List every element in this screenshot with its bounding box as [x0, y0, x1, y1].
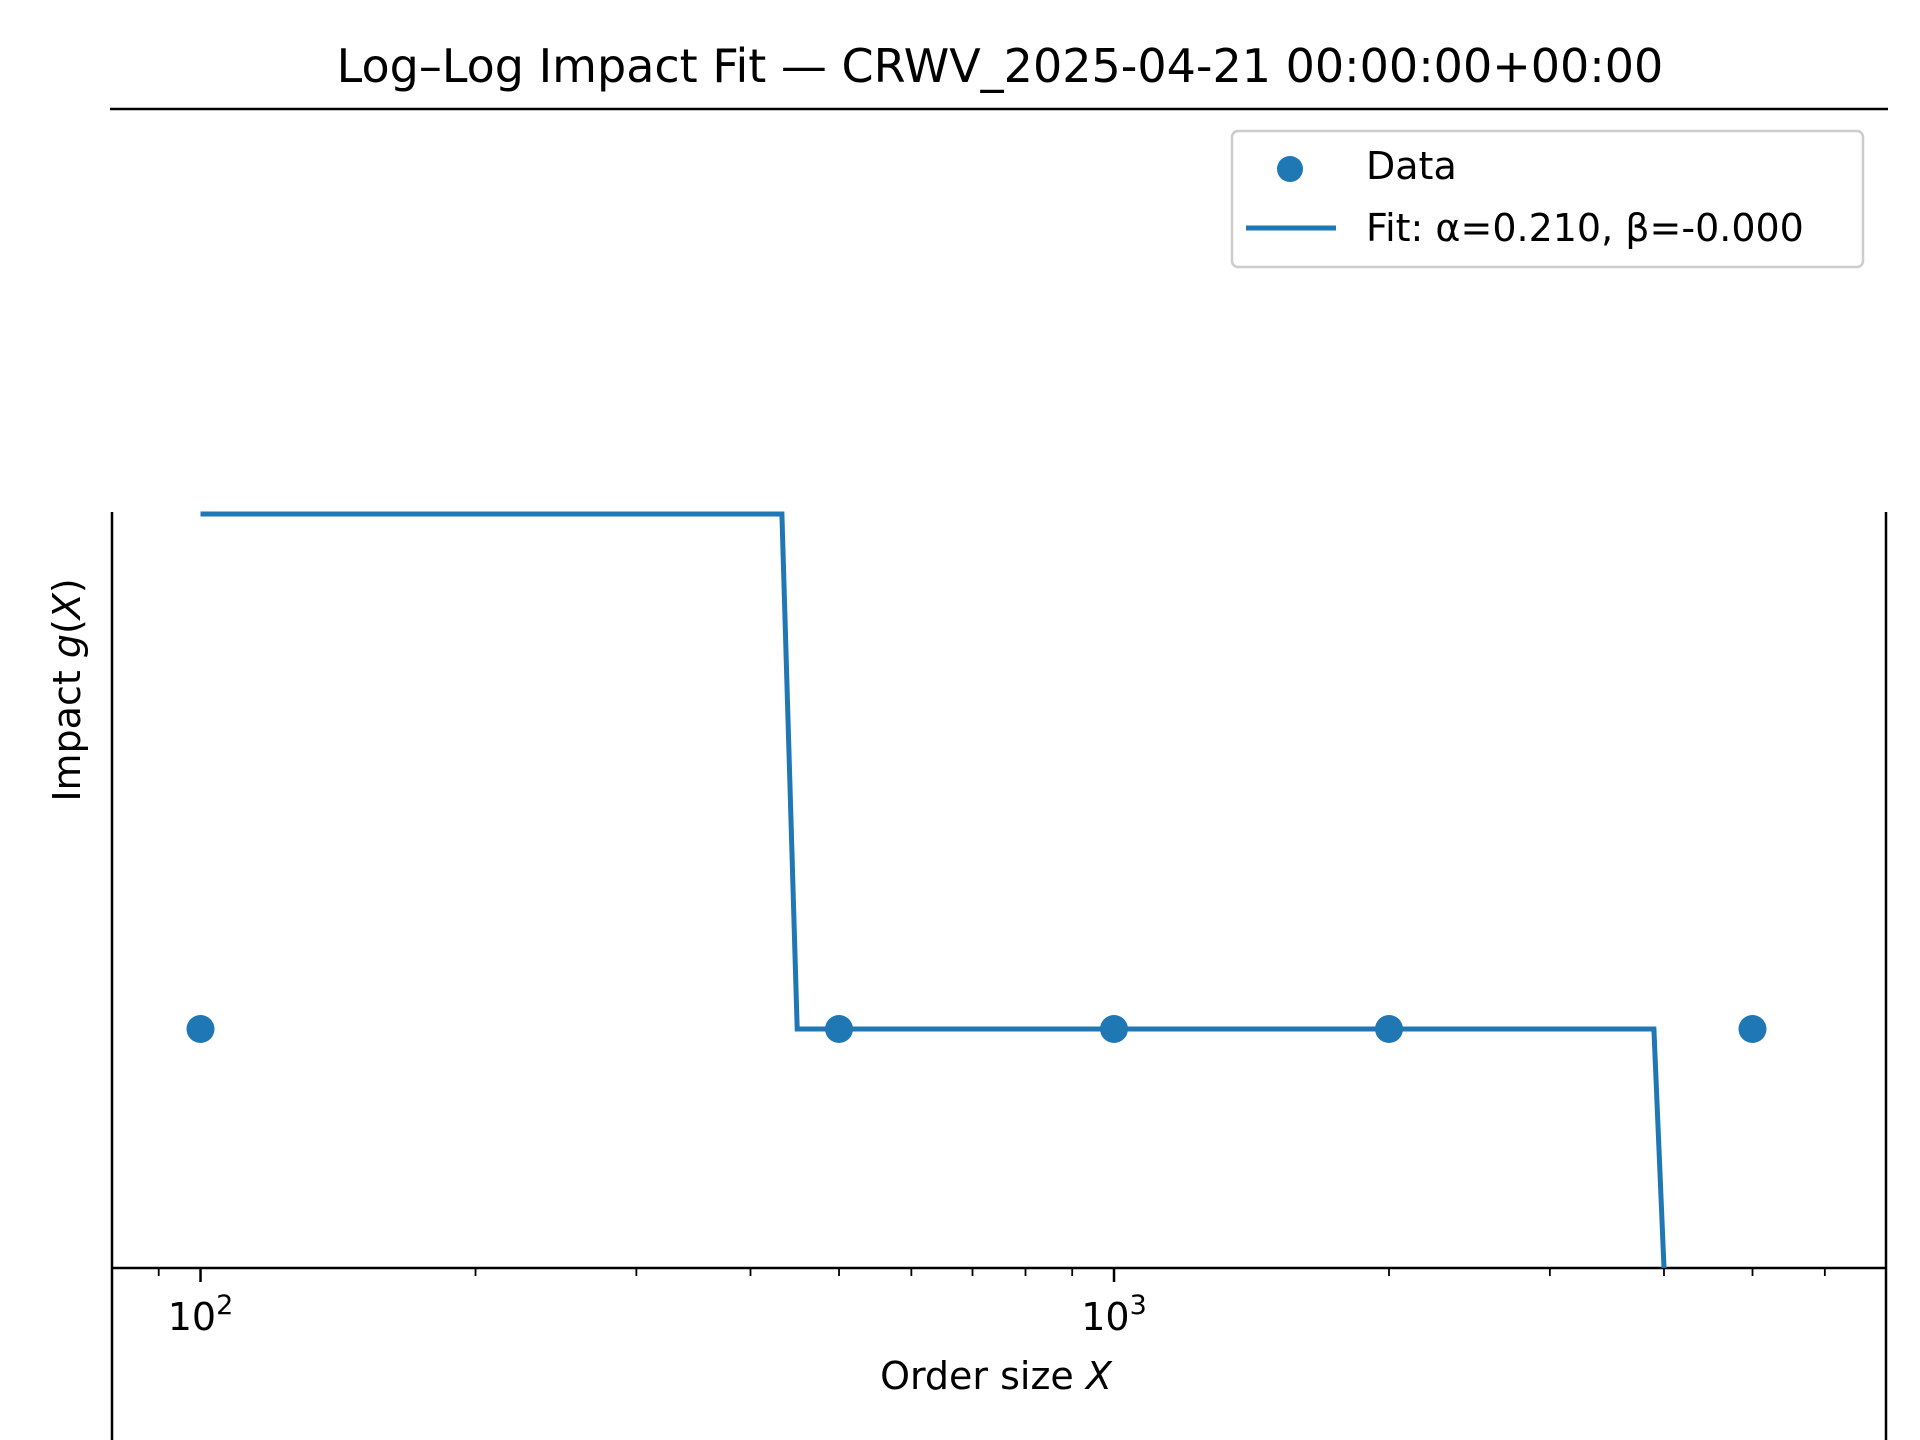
- x-tick-label: 102: [168, 1290, 234, 1339]
- data-point: [1738, 1015, 1767, 1043]
- legend-fit-label: Fit: α=0.210, β=-0.000: [1366, 206, 1804, 250]
- data-point: [1375, 1015, 1403, 1043]
- x-tick-exponent: 2: [216, 1290, 233, 1321]
- x-tick-base: 10: [1081, 1295, 1129, 1339]
- legend-frame: [1230, 129, 1865, 269]
- legend-data-marker: [1277, 156, 1303, 182]
- data-series: [186, 1015, 1767, 1043]
- legend: Data Fit: α=0.210, β=-0.000: [1230, 129, 1865, 269]
- y-axis-label: Impact g(X): [45, 578, 89, 801]
- x-tick-exponent: 3: [1130, 1290, 1147, 1321]
- x-tick-label: 103: [1081, 1290, 1147, 1339]
- chart-title: Log–Log Impact Fit — CRWV_2025-04-21 00:…: [337, 39, 1664, 93]
- fit-series: [200, 511, 1667, 1269]
- fit-line: [200, 511, 1667, 1269]
- data-point: [186, 1015, 215, 1043]
- legend-data-label: Data: [1366, 144, 1457, 188]
- data-point: [1100, 1015, 1128, 1043]
- x-axis-label: Order size X: [880, 1354, 1113, 1398]
- data-point: [825, 1015, 853, 1043]
- x-major-ticks: 102 103: [168, 1268, 1147, 1339]
- x-tick-base: 10: [168, 1295, 216, 1339]
- x-minor-ticks: [111, 1268, 1887, 1276]
